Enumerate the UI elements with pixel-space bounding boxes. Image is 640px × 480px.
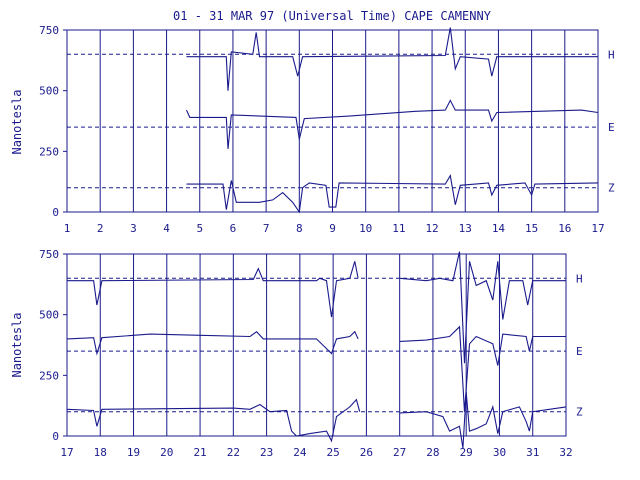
x-tick-label: 6 [230,222,237,235]
chart-title: 01 - 31 MAR 97 (Universal Time) CAPE CAM… [173,9,492,23]
x-tick-label: 27 [393,446,406,459]
y-axis-label-top: Nanotesla [10,89,24,154]
series-label-E: E [608,121,615,134]
x-tick-label: 25 [327,446,340,459]
y-tick-label: 500 [39,85,59,98]
series-E-trace [185,99,599,149]
x-tick-label: 17 [591,222,604,235]
series-H-trace [67,261,359,318]
series-label-Z: Z [608,182,615,195]
series-E-trace [66,330,359,356]
x-tick-label: 30 [493,446,506,459]
x-tick-label: 20 [160,446,173,459]
bottom-panel: 17 18 19 20 21 22 23 24 25 26 27 28 29 30 31 32 0 250 500 7… [39,248,583,459]
x-tick-label: 5 [196,222,203,235]
x-tick-label: 24 [293,446,307,459]
x-tick-label: 7 [263,222,270,235]
x-tick-label: 17 [60,446,73,459]
x-tick-label: 16 [558,222,571,235]
x-tick-label: 14 [492,222,506,235]
y-tick-label: 250 [39,369,59,382]
y-tick-label: 0 [52,430,59,443]
plot-frame [66,253,567,437]
series-Z-trace [186,174,599,214]
x-tick-label: 1 [64,222,71,235]
x-tick-label: 9 [329,222,336,235]
x-tick-label: 4 [163,222,170,235]
series-H-trace [399,251,566,364]
x-tick-label: 12 [425,222,438,235]
series-label-H: H [608,48,615,61]
series-H-trace [186,27,598,91]
y-tick-label: 0 [52,206,59,219]
x-tick-label: 18 [94,446,107,459]
series-label-E: E [576,345,583,358]
x-tick-label: 3 [130,222,137,235]
y-tick-label: 750 [39,248,59,261]
x-tick-label: 19 [127,446,140,459]
x-tick-label: 8 [296,222,303,235]
x-tick-label: 2 [97,222,104,235]
x-tick-label: 32 [559,446,572,459]
x-tick-label: 31 [526,446,539,459]
series-Z-trace [399,392,567,449]
x-tick-label: 23 [260,446,273,459]
x-tick-label: 13 [459,222,472,235]
y-tick-label: 750 [39,24,59,37]
x-tick-label: 11 [392,222,405,235]
x-tick-label: 28 [426,446,439,459]
series-Z-trace [66,398,361,443]
y-tick-label: 250 [39,145,59,158]
series-label-Z: Z [576,406,583,419]
series-label-H: H [576,272,583,285]
x-tick-label: 21 [193,446,206,459]
x-tick-label: 22 [227,446,240,459]
y-axis-label-bottom: Nanotesla [10,312,24,377]
x-tick-label: 29 [460,446,473,459]
x-tick-label: 10 [359,222,372,235]
x-tick-label: 15 [525,222,538,235]
y-tick-label: 500 [39,309,59,322]
x-tick-label: 26 [360,446,373,459]
plot-frame [66,29,599,213]
series-E-trace [399,325,566,412]
